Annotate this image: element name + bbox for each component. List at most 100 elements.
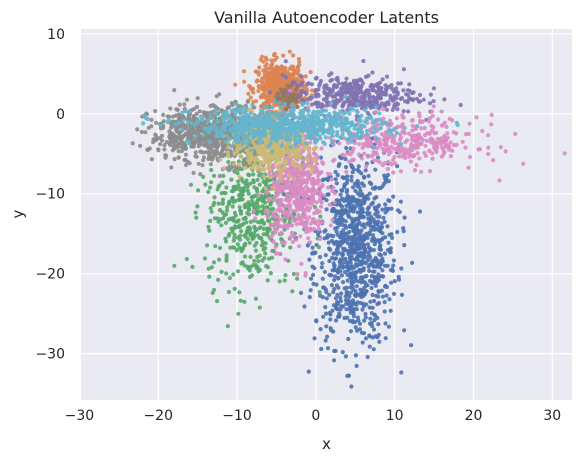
data-point xyxy=(364,132,370,137)
data-point xyxy=(172,138,177,143)
data-point xyxy=(291,74,296,79)
data-point xyxy=(281,93,286,98)
data-point xyxy=(261,226,266,231)
data-point xyxy=(266,196,271,201)
data-point xyxy=(266,226,271,231)
data-point xyxy=(243,165,248,170)
data-point xyxy=(224,256,229,261)
data-point xyxy=(352,90,357,95)
data-point xyxy=(333,318,339,323)
data-point xyxy=(359,228,364,233)
data-point xyxy=(419,126,424,131)
data-point xyxy=(353,249,358,255)
data-point xyxy=(336,221,341,226)
data-point xyxy=(352,96,357,101)
data-point xyxy=(367,268,372,273)
data-point xyxy=(374,152,379,157)
data-point xyxy=(248,131,254,136)
data-point xyxy=(430,137,435,142)
data-point xyxy=(352,126,357,131)
data-point xyxy=(346,298,351,303)
data-point xyxy=(195,96,200,101)
data-point xyxy=(262,75,267,80)
data-point xyxy=(157,142,163,147)
data-point xyxy=(395,107,400,112)
data-point xyxy=(339,188,344,193)
data-point xyxy=(247,84,252,89)
data-point xyxy=(384,293,389,298)
data-point xyxy=(336,163,341,169)
data-point xyxy=(251,209,256,214)
data-point xyxy=(344,285,349,290)
data-point xyxy=(268,207,273,212)
data-point xyxy=(241,221,246,226)
data-point xyxy=(273,183,278,188)
data-point xyxy=(385,148,390,153)
data-point xyxy=(401,88,406,93)
data-point xyxy=(349,384,354,389)
data-point xyxy=(378,96,383,101)
data-point xyxy=(230,195,235,200)
data-point xyxy=(145,116,150,122)
data-point xyxy=(244,148,249,153)
data-point xyxy=(373,258,378,263)
data-point xyxy=(297,244,302,249)
data-points xyxy=(130,49,567,389)
data-point xyxy=(311,151,317,156)
data-point xyxy=(295,217,301,222)
data-point xyxy=(294,87,299,92)
data-point xyxy=(324,296,329,301)
data-point xyxy=(277,279,282,284)
data-point xyxy=(260,258,265,263)
data-point xyxy=(180,110,185,115)
data-point xyxy=(274,150,279,155)
data-point xyxy=(373,110,378,115)
data-point xyxy=(275,91,280,96)
data-point xyxy=(176,144,181,149)
data-point xyxy=(181,142,186,147)
data-point xyxy=(191,114,196,119)
data-point xyxy=(410,118,415,123)
data-point xyxy=(246,91,251,96)
data-point xyxy=(391,291,397,296)
data-point xyxy=(363,336,369,341)
data-point xyxy=(229,216,235,221)
data-point xyxy=(176,121,182,126)
data-point xyxy=(304,86,309,91)
data-point xyxy=(343,208,348,213)
data-point xyxy=(363,254,369,260)
data-point xyxy=(345,174,350,179)
data-point xyxy=(368,299,373,304)
data-point xyxy=(445,131,450,136)
data-point xyxy=(351,298,356,303)
data-point xyxy=(333,169,338,175)
data-point xyxy=(229,177,234,182)
data-point xyxy=(264,93,269,98)
data-point xyxy=(207,185,213,190)
data-point xyxy=(402,131,407,136)
data-point xyxy=(301,146,306,151)
data-point xyxy=(359,90,364,95)
data-point xyxy=(467,154,473,160)
data-point xyxy=(347,209,353,214)
data-point xyxy=(386,84,391,90)
data-point xyxy=(392,134,397,139)
data-point xyxy=(359,259,365,264)
data-point xyxy=(206,224,211,230)
data-point xyxy=(242,79,247,84)
data-point xyxy=(329,177,334,182)
data-point xyxy=(328,326,333,331)
data-point xyxy=(376,85,381,90)
data-point xyxy=(300,193,305,198)
data-point xyxy=(145,147,150,152)
data-point xyxy=(368,105,373,110)
data-point xyxy=(377,214,382,219)
data-point xyxy=(313,145,318,150)
data-point xyxy=(271,165,276,170)
data-point xyxy=(370,236,375,242)
data-point xyxy=(346,99,351,104)
data-point xyxy=(201,137,206,142)
data-point xyxy=(208,162,213,167)
data-point xyxy=(354,307,359,312)
data-point xyxy=(350,238,356,243)
